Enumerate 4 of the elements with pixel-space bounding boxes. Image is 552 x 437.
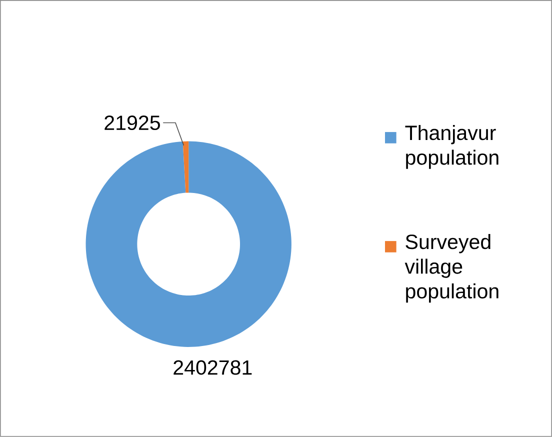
legend-label: Thanjavur population — [405, 125, 498, 169]
legend-label: Surveyed village population — [404, 234, 498, 303]
data-label: 21925 — [104, 116, 160, 130]
data-label: 2402781 — [174, 360, 252, 375]
